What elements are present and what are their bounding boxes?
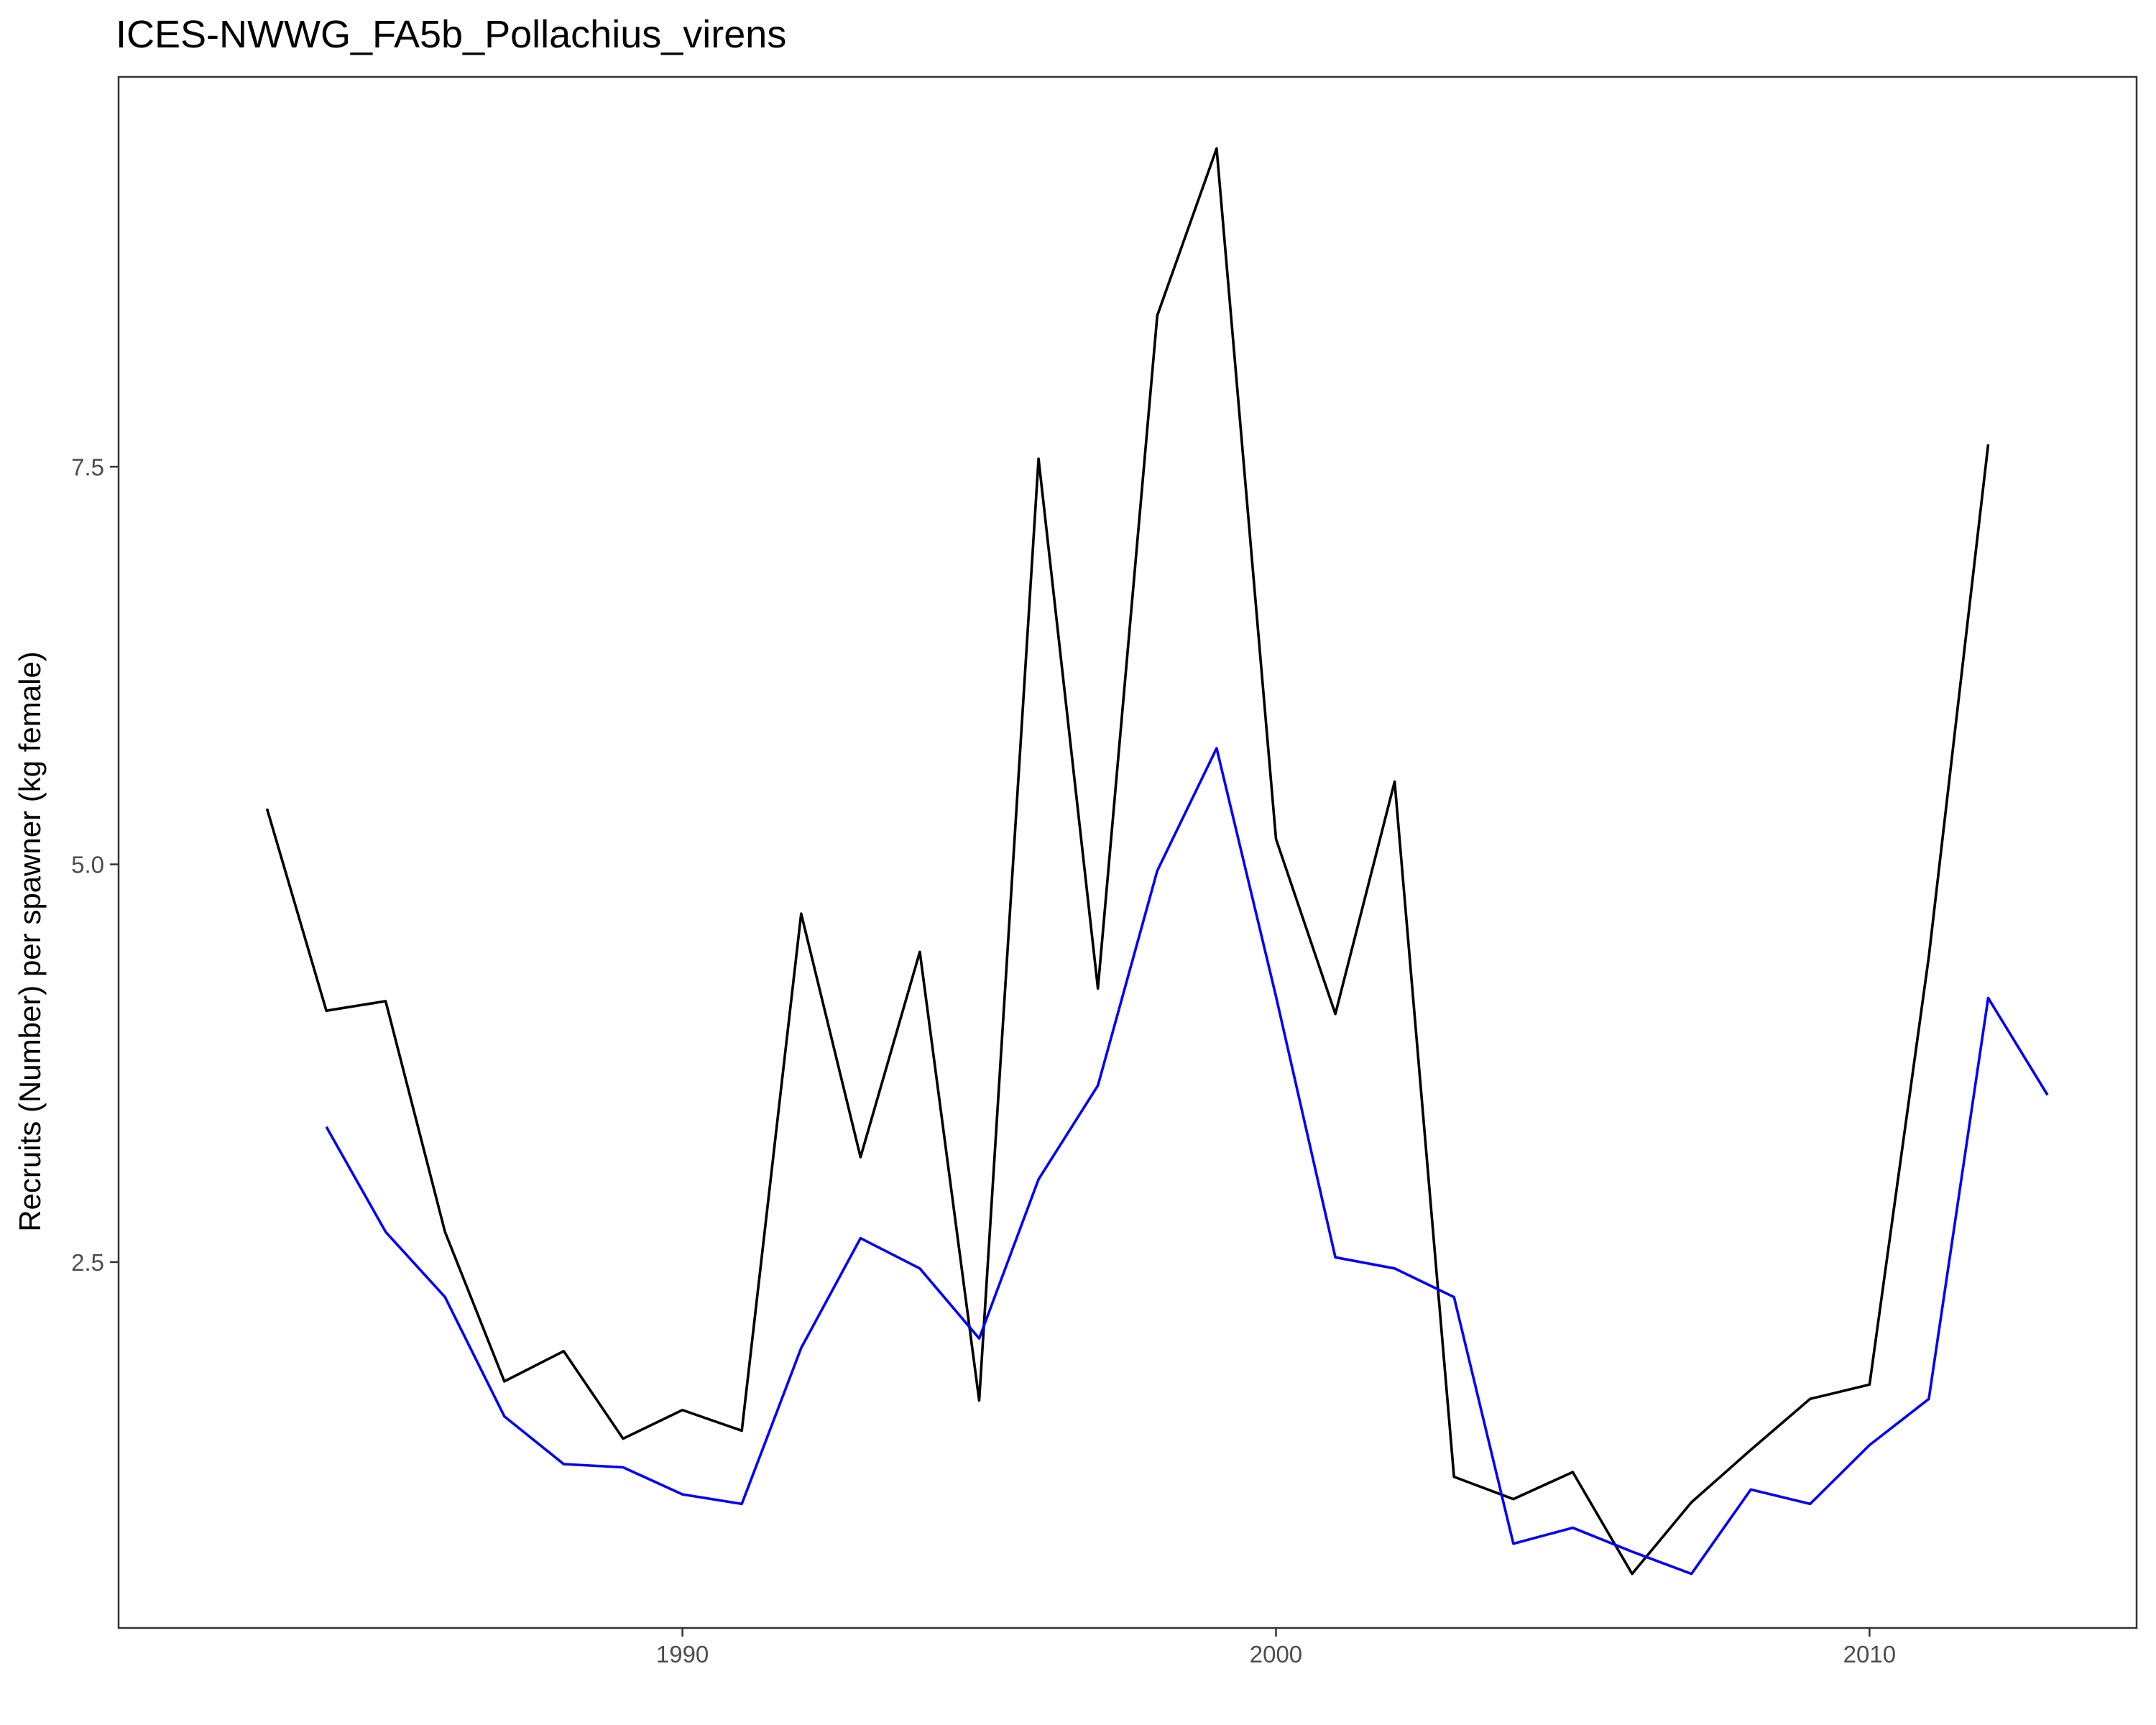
x-tick-label: 2010 xyxy=(1843,1641,1896,1668)
chart-title: ICES-NWWG_FA5b_Pollachius_virens xyxy=(116,13,786,56)
y-tick-label: 7.5 xyxy=(71,454,104,480)
plot-panel xyxy=(117,75,2138,1629)
y-axis-label: Recruits (Number) per spawner (kg female… xyxy=(13,651,47,1232)
x-tick-label: 1990 xyxy=(656,1641,709,1668)
axis-layer: 1990 2000 2010 2.5 5.0 7.5 xyxy=(71,454,1896,1668)
series-line-2 xyxy=(325,747,2049,1576)
y-tick-label: 5.0 xyxy=(71,852,104,878)
y-tick-label: 2.5 xyxy=(71,1249,104,1276)
series-layer xyxy=(265,147,2049,1576)
series-line-1 xyxy=(265,147,1990,1576)
x-tick-label: 2000 xyxy=(1250,1641,1302,1668)
